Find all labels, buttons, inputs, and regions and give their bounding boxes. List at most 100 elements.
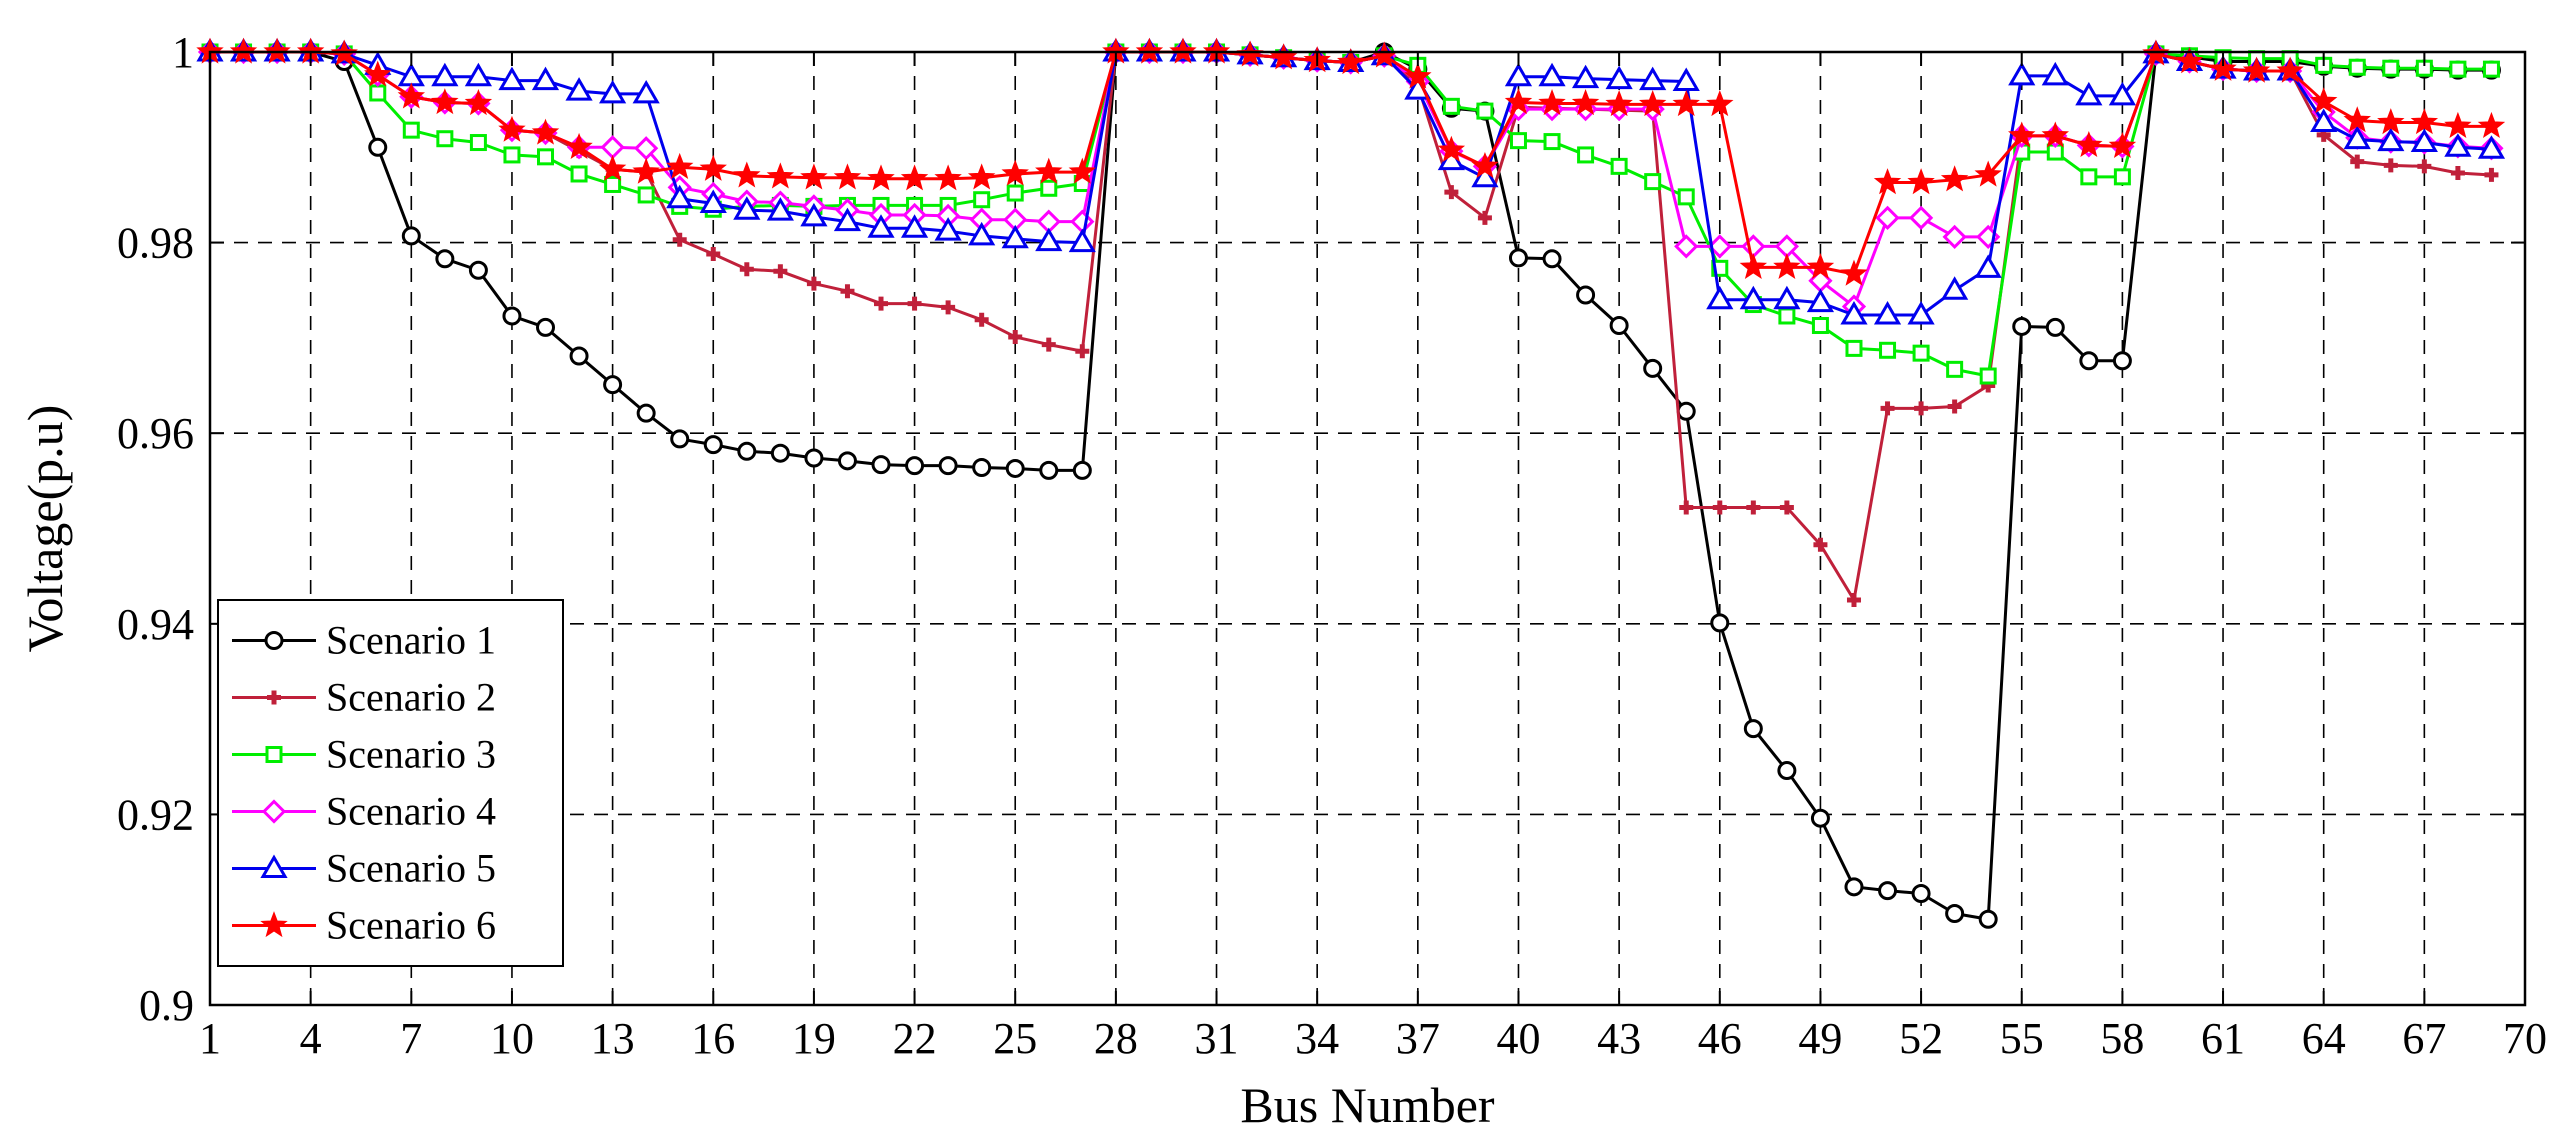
series-3-point: [1644, 173, 1662, 191]
series-1-point: [368, 137, 388, 157]
series-6-point: [431, 88, 459, 115]
series-3-point: [402, 121, 420, 139]
series-2-point: [1041, 337, 1056, 352]
series-6-point: [2008, 121, 2036, 148]
series-5-point: [1974, 254, 2002, 278]
series-6-point: [2041, 121, 2069, 148]
series-6-point: [2276, 56, 2304, 83]
series-6-point: [1940, 165, 1969, 192]
series-1-point: [770, 443, 790, 463]
series-3-point: [1912, 344, 1930, 362]
series-3-point: [1610, 157, 1628, 175]
series-2-point: [1746, 500, 1761, 515]
series-1-point: [703, 435, 723, 455]
series-4-point: [1674, 234, 1699, 259]
series-5-point: [1806, 288, 1835, 313]
series-1-point: [1542, 249, 1562, 269]
series-6-point: [1337, 48, 1365, 75]
series-6-point: [498, 115, 526, 142]
series-3-point: [1509, 132, 1527, 150]
y-tick-label: 0.92: [117, 790, 194, 839]
legend-label: Scenario 4: [326, 789, 496, 834]
series-1-point: [1508, 248, 1528, 268]
series-5-point: [900, 214, 929, 238]
series-6-point: [666, 152, 694, 179]
series-3-point: [2080, 168, 2098, 186]
series-3-point: [1677, 188, 1695, 206]
series-2-point: [2383, 158, 2398, 173]
legend-marker: [260, 911, 288, 938]
series-6-point: [2108, 131, 2137, 159]
series-3-point: [1845, 339, 1863, 357]
series-5-point: [599, 79, 627, 104]
y-tick-label: 1: [172, 28, 194, 77]
series-1-point: [1576, 285, 1596, 305]
series-1-point: [837, 451, 857, 471]
series-2-point: [1712, 500, 1727, 515]
series-2-point: [941, 300, 956, 315]
series-6-point: [632, 157, 660, 184]
series-3-point: [1979, 367, 1997, 385]
series-5-point: [1873, 301, 1902, 325]
series-1-point: [603, 375, 623, 395]
series-1-point: [502, 306, 522, 326]
series-5-point: [1001, 224, 1029, 249]
legend-item: Scenario 2: [232, 675, 496, 720]
legend-item: Scenario 1: [232, 618, 496, 663]
series-5-point: [565, 77, 593, 101]
series-2-point: [1477, 210, 1492, 225]
series-6-point: [1605, 89, 1633, 117]
series-1-point: [2112, 351, 2132, 371]
series-3-point: [570, 165, 588, 183]
series-3-point: [637, 186, 655, 204]
series-2-point: [874, 296, 889, 311]
x-tick-label: 46: [1698, 1014, 1742, 1063]
legend-marker: [267, 690, 281, 705]
x-tick-label: 25: [993, 1014, 1037, 1063]
series-1-point: [1743, 719, 1763, 739]
series-2-point: [1679, 500, 1694, 515]
series-1-point: [1810, 808, 1830, 828]
series-1-point: [1878, 881, 1898, 901]
series-2-point: [806, 276, 821, 291]
x-tick-label: 10: [490, 1014, 534, 1063]
series-3-point: [604, 175, 622, 193]
y-tick-label: 0.94: [117, 600, 194, 649]
series-1-point: [1039, 460, 1059, 480]
series-5-point: [1538, 62, 1566, 87]
series-6-point: [531, 118, 560, 145]
x-tick-label: 19: [792, 1014, 836, 1063]
series-3-point: [1879, 341, 1897, 359]
series-6-point: [1873, 168, 1902, 195]
series-2-point: [1008, 329, 1023, 344]
legend-label: Scenario 6: [326, 903, 496, 948]
series-6-point: [1504, 88, 1533, 115]
series-3-point: [1476, 102, 1494, 120]
series-2-point: [840, 284, 855, 299]
series-6-point: [1974, 160, 2002, 187]
y-axis-label: Voltage(p.u): [17, 405, 73, 653]
series-5-point: [1605, 65, 1633, 90]
series-6-point: [733, 161, 761, 188]
series-5-point: [1571, 64, 1600, 89]
x-tick-label: 37: [1396, 1014, 1440, 1063]
series-5-point: [666, 184, 694, 209]
series-3-point: [1778, 307, 1796, 325]
series-6-point: [2309, 87, 2338, 114]
series-3-point: [1811, 317, 1829, 335]
series-6-point: [464, 89, 493, 116]
series-2-point: [1846, 592, 1861, 607]
legend-marker: [260, 854, 288, 878]
series-6-point: [2410, 108, 2439, 135]
legend-item: Scenario 6: [232, 903, 496, 948]
series-2-point: [2484, 167, 2499, 182]
series-5-point: [1907, 301, 1935, 325]
series-2-point: [1947, 399, 1962, 414]
series-1-point: [536, 317, 556, 337]
series-6-point: [1068, 157, 1097, 184]
x-tick-label: 31: [1195, 1014, 1239, 1063]
series-6-point: [1773, 252, 1801, 280]
series-5-point: [1639, 66, 1667, 91]
series-6-point: [1236, 40, 1264, 67]
